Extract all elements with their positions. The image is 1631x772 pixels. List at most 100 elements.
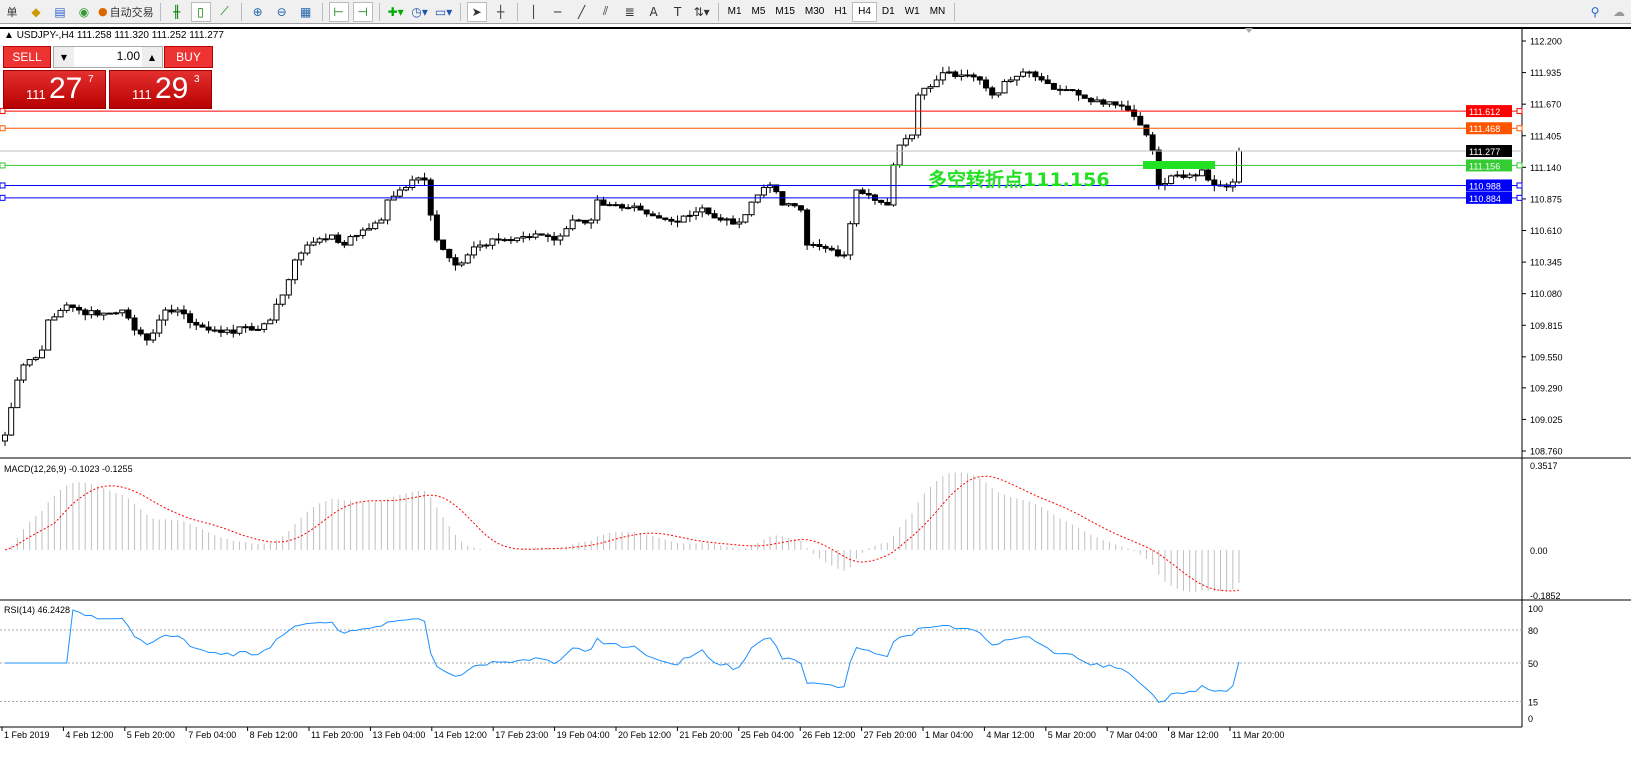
candle	[76, 304, 83, 315]
text-label-icon[interactable]: T	[673, 4, 682, 19]
candle	[656, 212, 663, 219]
shift-marker-icon[interactable]	[1245, 28, 1253, 33]
timeframe-w1[interactable]: W1	[904, 6, 920, 17]
candle	[304, 241, 311, 256]
horizontal-line-icon[interactable]: ─	[553, 4, 562, 19]
sell-price-button[interactable]: 111 27 7	[3, 70, 106, 109]
candle	[575, 218, 582, 222]
time-axis-label: 21 Feb 20:00	[679, 730, 732, 740]
candle	[187, 310, 194, 329]
candle	[1137, 112, 1144, 126]
indicators-icon[interactable]: ✚▾	[387, 4, 404, 19]
buy-price-sup: 3	[194, 74, 200, 85]
vertical-line-icon[interactable]: │	[529, 4, 538, 19]
auto-scroll-icon[interactable]: ⊢	[328, 1, 349, 22]
candle	[100, 312, 107, 321]
lot-increase-button[interactable]: ▲	[142, 47, 162, 67]
text-icon[interactable]: A	[649, 4, 658, 19]
divider	[240, 2, 242, 21]
candle	[538, 233, 545, 236]
candle	[939, 66, 946, 85]
community-icon[interactable]: ☁	[1613, 4, 1625, 19]
candle	[662, 217, 669, 222]
lot-input[interactable]	[76, 49, 140, 63]
crosshair-icon[interactable]: ┼	[496, 4, 505, 19]
candle	[964, 69, 971, 78]
signals-icon[interactable]: ◉	[78, 4, 90, 19]
bar-chart-icon[interactable]: ╫	[172, 4, 181, 19]
zoom-out-icon[interactable]: ⊖	[276, 4, 287, 19]
equidistant-channel-icon[interactable]: ⫽	[602, 4, 609, 18]
rsi-axis-label: 50	[1528, 659, 1538, 669]
search-icon[interactable]: ⚲	[1590, 4, 1600, 19]
price-axis-label: 109.290	[1530, 383, 1563, 393]
level-price-tag	[1466, 145, 1512, 158]
candle	[1094, 96, 1101, 103]
timeframe-m1[interactable]: M1	[727, 6, 742, 17]
candle	[1112, 101, 1119, 109]
tile-windows-icon[interactable]: ▦	[299, 4, 312, 19]
arrows-icon[interactable]: ⇅▾	[693, 4, 710, 19]
candle	[983, 76, 990, 92]
periods-icon[interactable]: ◷▾	[411, 4, 428, 19]
divider	[954, 2, 956, 21]
cursor-icon[interactable]: ➤	[466, 1, 487, 22]
candle	[760, 184, 767, 199]
candlestick-icon[interactable]: ▯	[190, 1, 211, 22]
buy-button[interactable]: BUY	[164, 46, 213, 68]
timeframe-h4[interactable]: H4	[852, 1, 877, 22]
candle	[902, 134, 909, 147]
buy-price-button[interactable]: 111 29 3	[109, 70, 212, 109]
timeframe-d1[interactable]: D1	[881, 6, 895, 17]
zoom-in-icon[interactable]: ⊕	[252, 4, 263, 19]
candle	[699, 204, 706, 218]
toolbar-left-label[interactable]: 单	[6, 5, 18, 19]
chart-shift-icon[interactable]: ⊣	[352, 1, 373, 22]
time-axis-label: 8 Mar 12:00	[1171, 730, 1219, 740]
timeframe-mn[interactable]: MN	[929, 6, 946, 17]
candle	[884, 197, 891, 206]
candle	[785, 202, 792, 207]
candle	[106, 312, 113, 315]
price-axis-label: 110.610	[1530, 226, 1562, 236]
candle	[791, 202, 798, 208]
candle	[1026, 70, 1033, 78]
candle	[1124, 100, 1131, 112]
candle	[495, 233, 502, 244]
price-axis-label: 110.080	[1530, 289, 1562, 299]
time-axis-label: 7 Mar 04:00	[1109, 730, 1157, 740]
candle	[335, 232, 342, 244]
candle	[1069, 89, 1076, 92]
fibonacci-icon[interactable]: ≣	[624, 4, 635, 19]
lot-stepper[interactable]: ▼ ▲	[53, 46, 163, 68]
candle	[217, 325, 224, 338]
timeframe-m5[interactable]: M5	[751, 6, 766, 17]
sell-button[interactable]: SELL	[3, 46, 51, 68]
time-axis-label: 1 Mar 04:00	[925, 730, 973, 740]
line-chart-icon[interactable]: ⟋	[220, 4, 229, 18]
market-watch-icon[interactable]: ▤	[54, 4, 66, 19]
candle	[14, 377, 21, 409]
candle	[871, 193, 878, 205]
chart-window[interactable]	[0, 27, 1631, 772]
candle	[995, 92, 1002, 98]
candle	[452, 254, 459, 271]
candle	[205, 321, 212, 334]
lot-decrease-button[interactable]: ▼	[54, 47, 74, 67]
timeframe-m15[interactable]: M15	[775, 6, 795, 17]
candle	[446, 248, 453, 263]
trendline-icon[interactable]: ╱	[577, 4, 586, 19]
level-price-tag	[1466, 191, 1512, 204]
new-order-icon[interactable]: ◆	[31, 4, 41, 19]
timeframe-h1[interactable]: H1	[834, 6, 848, 17]
candle	[915, 92, 922, 139]
candle	[946, 66, 953, 75]
time-axis-label: 27 Feb 20:00	[864, 730, 917, 740]
timeframe-m30[interactable]: M30	[804, 6, 825, 17]
auto-trading-button[interactable]: ● 自动交易	[98, 2, 154, 22]
candle	[470, 241, 477, 259]
time-axis-label: 1 Feb 2019	[4, 730, 50, 740]
templates-icon[interactable]: ▭▾	[434, 4, 453, 19]
level-price-text: 111.468	[1469, 124, 1500, 134]
